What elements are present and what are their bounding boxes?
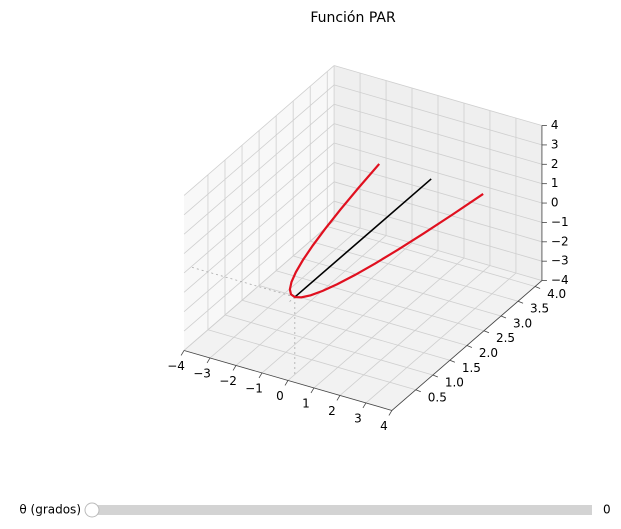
slider-label: θ (grados) [19,503,81,517]
tick-mark [415,389,421,393]
tick-mark [180,350,185,356]
grid-line [333,84,543,146]
z-tick-label: 3 [551,137,559,151]
y-tick-label: 2.0 [479,346,498,360]
y-tick-label: 3.0 [513,316,532,330]
z-tick-label: 4 [551,118,559,132]
data-line [294,178,432,298]
tick-mark [466,345,473,348]
y-tick-label: 3.5 [530,302,549,316]
z-tick-label: −3 [551,254,569,268]
y-tick-label: 1.0 [445,376,464,390]
z-tick-label: 2 [551,157,559,171]
x-tick-label: 1 [302,396,310,410]
x-tick-label: −1 [245,381,263,395]
grid-line [333,103,543,165]
grid-line [183,142,335,274]
z-tick-label: 1 [551,176,559,190]
z-tick-label: 0 [551,196,559,210]
tick-mark [517,300,524,304]
tick-mark [534,286,541,289]
tick-mark [362,402,367,409]
tick-mark [388,410,393,416]
y-tick-label: 1.5 [462,361,481,375]
projection-line [190,266,295,298]
slider-track[interactable] [92,505,592,515]
slider-value: 0 [603,503,611,517]
projection-line [287,296,296,304]
x-tick-label: 2 [328,404,336,418]
x-tick-label: 3 [354,411,362,425]
tick-mark [310,387,315,394]
grid-line [183,220,335,351]
chart-title: Función PAR [310,10,396,26]
grid-line [333,65,543,126]
grid-line [276,270,485,332]
grid-line [183,200,335,332]
grid-line [310,240,519,302]
y-tick-label: 0.5 [428,390,447,404]
grid-line [241,299,450,361]
x-tick-label: −4 [167,359,185,373]
grid-line [183,123,335,254]
axis-line [183,350,393,411]
tick-mark [432,374,438,378]
grid-line [333,162,543,223]
grid-line [183,84,335,216]
tick-mark [258,372,263,379]
tick-mark [232,365,237,371]
z-tick-label: −2 [551,234,569,248]
tick-mark [336,395,341,401]
grid-line [293,255,502,317]
grid-line [183,65,335,196]
y-tick-label: 2.5 [496,331,515,345]
x-tick-label: 4 [380,419,388,433]
grid-line [333,181,543,243]
z-tick-label: −4 [551,273,569,287]
x-tick-label: 0 [276,389,284,403]
tick-mark [500,315,507,319]
grid-line [333,220,543,281]
axis-line [391,280,543,411]
grid-line [224,314,433,376]
data-line [288,163,484,299]
grid-line [207,329,416,391]
grid-line [333,142,543,204]
tick-mark [483,330,490,334]
grid-line [183,103,335,235]
grid-line [327,226,536,287]
tick-mark [449,359,456,363]
slider-knob[interactable] [84,502,100,518]
y-tick-label: 4.0 [547,287,566,301]
grid-line [183,162,335,293]
z-tick-label: −1 [551,215,569,229]
x-tick-label: −3 [193,366,211,380]
grid-line [183,181,335,313]
tick-mark [206,357,211,364]
tick-mark [284,380,289,386]
x-tick-label: −2 [219,374,237,388]
grid-line [333,200,543,262]
grid-line [333,123,543,185]
